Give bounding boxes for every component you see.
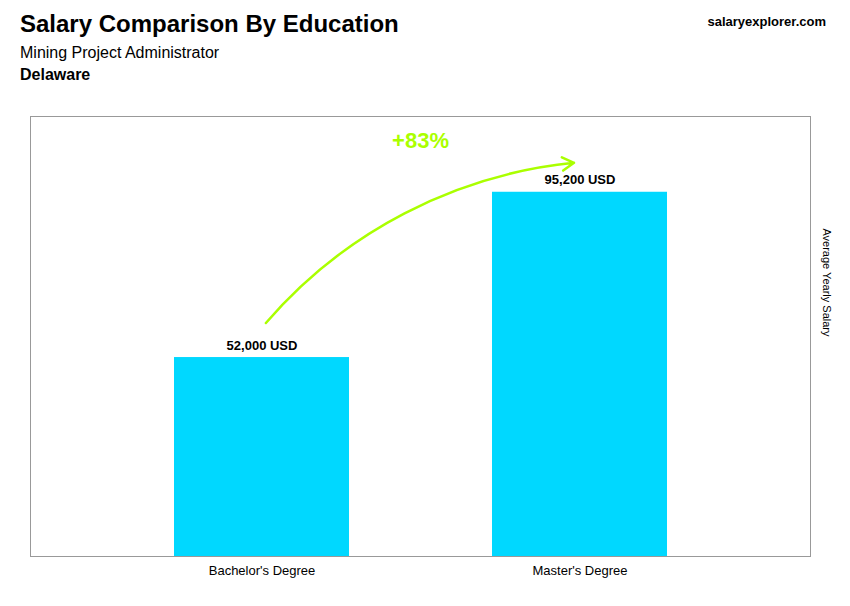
svg-text:Master's Degree: Master's Degree bbox=[533, 563, 628, 578]
svg-text:Bachelor's Degree: Bachelor's Degree bbox=[209, 563, 316, 578]
html-text:Salary Comparison By Education: Salary Comparison By Education bbox=[20, 10, 399, 37]
html-text:Delaware: Delaware bbox=[20, 66, 91, 83]
svg-text:52,000 USD: 52,000 USD bbox=[227, 338, 298, 353]
svg-text:95,200 USD: 95,200 USD bbox=[545, 172, 616, 187]
svg-text:+83%: +83% bbox=[392, 128, 449, 153]
svg-text:Average Yearly Salary: Average Yearly Salary bbox=[821, 228, 833, 337]
html-text:salaryexplorer.com: salaryexplorer.com bbox=[707, 14, 826, 29]
html-text:Mining Project Administrator: Mining Project Administrator bbox=[20, 44, 220, 61]
